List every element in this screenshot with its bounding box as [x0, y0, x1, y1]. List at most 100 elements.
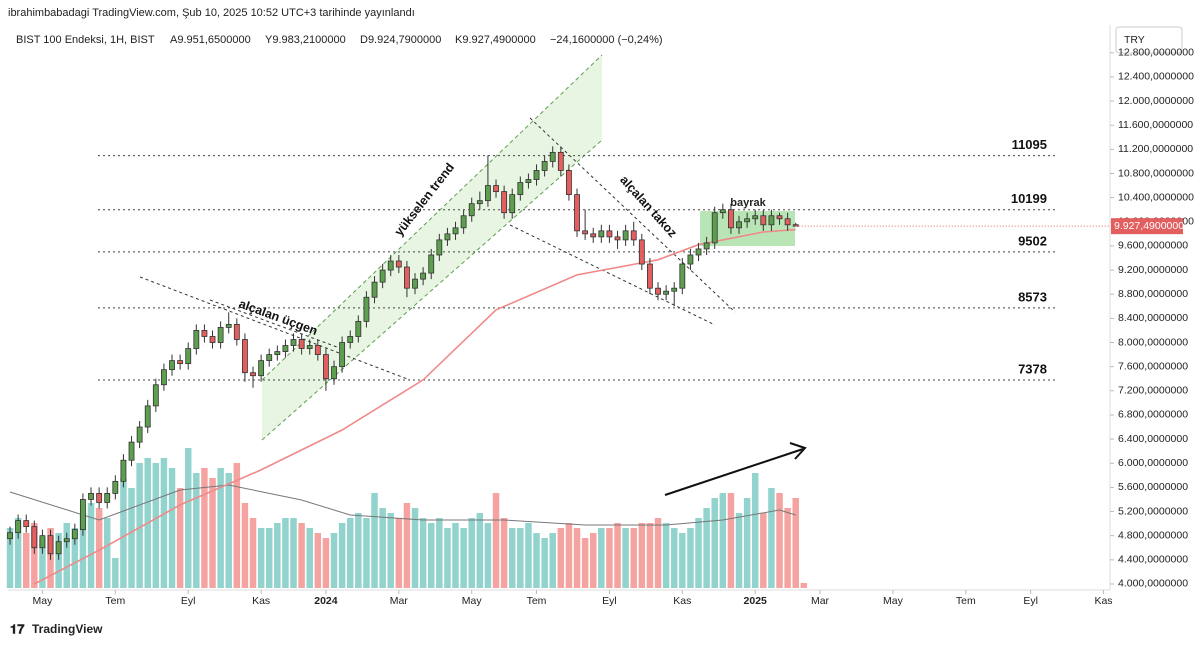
volume-bar: [14, 518, 22, 588]
volume-bar: [436, 518, 443, 588]
volume-bar: [517, 528, 524, 588]
volume-bar: [6, 528, 14, 588]
candle-body: [517, 182, 524, 196]
x-tick-label: Tem: [105, 595, 125, 607]
last-price-box: [1111, 218, 1183, 235]
candle-body: [80, 499, 86, 531]
candle-body: [347, 336, 354, 343]
volume-bar: [274, 523, 281, 588]
candle-body: [679, 263, 686, 289]
volume-bar: [557, 528, 565, 588]
volume-bar: [662, 523, 670, 588]
volume-bar: [22, 533, 30, 588]
symbol: BIST 100 Endeksi, 1H, BIST: [16, 34, 155, 46]
candle-body: [242, 339, 248, 374]
volume-bar: [387, 513, 394, 588]
candle-body: [88, 493, 94, 500]
publisher: ibrahimbabadagi TradingView.com, Şub 10,…: [8, 7, 415, 19]
volume-bar: [687, 528, 694, 588]
candle-body: [136, 426, 143, 443]
candle-body: [420, 272, 427, 280]
x-tick-label: Eyl: [602, 595, 617, 607]
candle-body: [63, 538, 70, 543]
volume-bar: [63, 523, 70, 588]
candle-body: [274, 351, 281, 355]
candle-body: [606, 230, 613, 238]
volume-bar: [452, 523, 459, 588]
volume-bar: [201, 468, 208, 588]
last-price-label: 9.927,4900000: [1114, 220, 1184, 232]
candle-body: [574, 194, 580, 232]
candle-body: [598, 230, 605, 238]
volume-bar: [193, 473, 200, 588]
candle-body: [736, 221, 742, 229]
volume-bar: [768, 488, 775, 588]
level-label: 10199: [1011, 191, 1047, 206]
volume-bar: [500, 518, 508, 588]
candle-body: [314, 345, 321, 355]
candle-body: [39, 535, 46, 549]
y-tick-label: 6.400,0000000: [1118, 433, 1188, 445]
volume-bar: [379, 508, 386, 588]
x-tick-label: Kas: [673, 595, 691, 607]
candle-body: [266, 354, 273, 362]
volume-bar: [476, 513, 484, 588]
x-tick-label: Mar: [811, 595, 830, 607]
currency-box[interactable]: [1115, 26, 1183, 54]
candle-body: [31, 526, 38, 549]
candle-body: [728, 209, 734, 229]
candle-body: [144, 405, 151, 428]
candle-body: [96, 493, 103, 503]
candle-body: [444, 233, 451, 241]
volume-bar: [249, 518, 257, 588]
candle-body: [104, 493, 111, 503]
ohlc-open: A9.951,6500000: [170, 34, 251, 46]
candle-body: [355, 320, 362, 337]
y-tick-label: 7.600,0000000: [1118, 360, 1188, 372]
x-tick-label: Eyl: [1023, 595, 1038, 607]
volume-bar: [120, 478, 127, 588]
candle-body: [655, 287, 661, 295]
volume-bar: [638, 523, 646, 588]
candle-body: [744, 218, 751, 223]
volume-bar: [581, 538, 589, 588]
y-tick-label: 9.600,0000000: [1118, 240, 1188, 252]
volume-bar: [95, 508, 103, 588]
candle-body: [112, 480, 119, 494]
currency[interactable]: TRY: [1124, 34, 1145, 46]
volume-bar: [39, 538, 46, 588]
volume-bar: [168, 468, 176, 588]
x-tick-label: Kas: [1094, 595, 1112, 607]
ohlc-change: −24,1600000 (−0,24%): [550, 34, 663, 46]
y-tick-label: 10.400,0000000: [1118, 191, 1194, 203]
candle-body: [703, 242, 710, 250]
volume-bar: [136, 463, 143, 588]
y-tick-label: 12.400,0000000: [1118, 71, 1194, 83]
candle-body: [233, 324, 240, 340]
candle-body: [169, 360, 175, 371]
volume-bar: [282, 518, 289, 588]
volume-bar: [792, 498, 799, 588]
volume-bar: [338, 523, 346, 588]
y-tick-label: 6.800,0000000: [1118, 409, 1188, 421]
y-tick-label: 7.200,0000000: [1118, 385, 1188, 397]
y-tick-label: 4.800,0000000: [1118, 529, 1188, 541]
candle-body: [663, 290, 670, 295]
candle-body: [647, 263, 653, 289]
candle-body: [460, 215, 467, 229]
channel-lower: [261, 139, 603, 441]
volume-bar: [622, 528, 629, 588]
y-tick-label: 5.600,0000000: [1118, 481, 1188, 493]
volume-bar: [719, 493, 727, 588]
volume-bar: [800, 583, 808, 588]
candle-body: [695, 248, 702, 256]
candle-body: [387, 260, 394, 271]
volume-bar: [419, 518, 427, 588]
candle-body: [622, 230, 629, 241]
y-tick-label: 12.000,0000000: [1118, 95, 1194, 107]
candle-body: [533, 170, 540, 180]
candle-body: [250, 372, 256, 377]
volume-bar: [103, 518, 111, 588]
candle-body: [541, 161, 548, 171]
